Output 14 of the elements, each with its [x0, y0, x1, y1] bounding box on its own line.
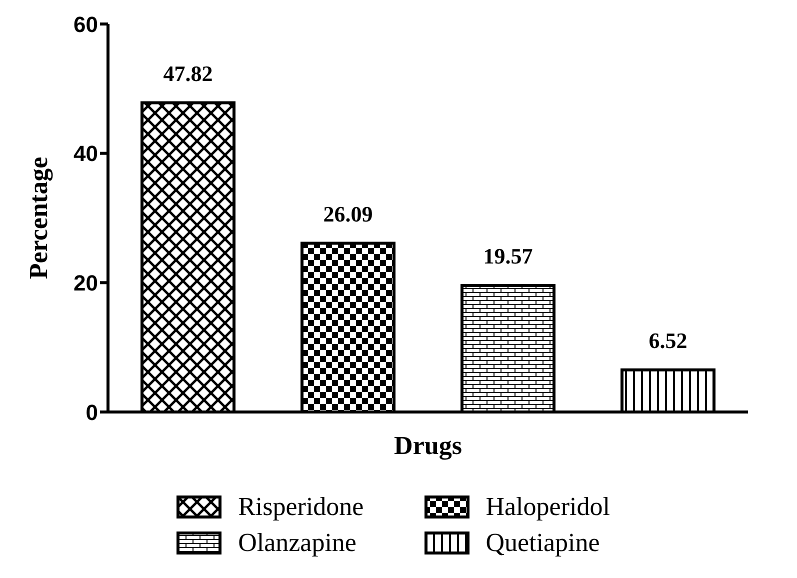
data-label: 47.82 — [163, 60, 213, 86]
legend-label: Quetiapine — [486, 528, 600, 558]
data-label: 6.52 — [648, 328, 688, 353]
y-tick-label: 60 — [74, 12, 98, 37]
y-tick-label: 40 — [74, 141, 98, 166]
legend-label: Olanzapine — [238, 528, 356, 558]
data-label: 26.09 — [323, 201, 373, 226]
legend-label: Haloperidol — [486, 492, 610, 522]
y-tick-label: 20 — [74, 270, 98, 296]
data-label: 19.57 — [483, 243, 533, 268]
legend-label: Risperidone — [238, 492, 364, 522]
x-axis-title: Drugs — [394, 431, 462, 460]
y-tick-label: 0 — [86, 400, 98, 425]
y-axis-title: Percentage — [24, 156, 54, 280]
